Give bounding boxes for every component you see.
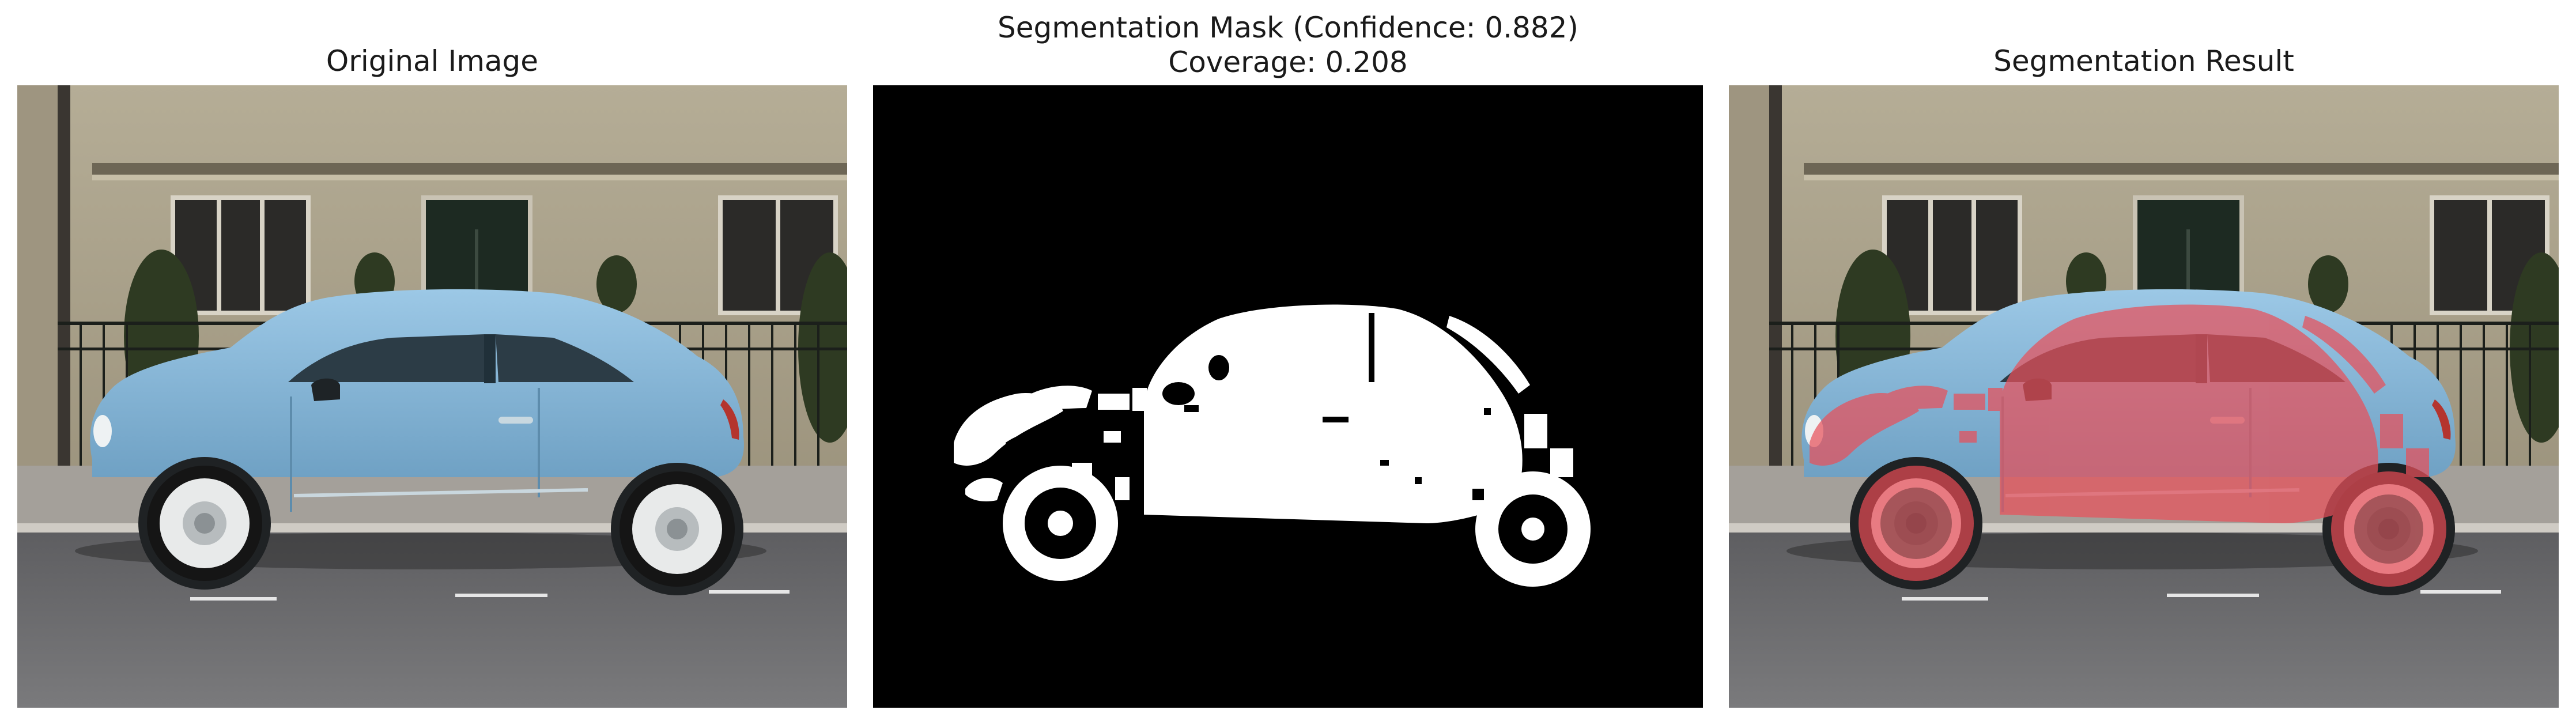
original-image-panel [17,85,847,708]
red-mask-overlay [1810,304,2446,587]
original-photo [17,85,847,708]
original-image-title: Original Image [326,44,539,78]
segmentation-mask-panel [873,85,1703,708]
segmentation-mask-title: Segmentation Mask (Confidence: 0.882) Co… [873,10,1703,80]
segmentation-result-title: Segmentation Result [1993,44,2294,78]
mask-confidence-line: Segmentation Mask (Confidence: 0.882) [997,11,1578,44]
segmentation-result-panel [1729,85,2559,708]
mask-image [873,85,1703,708]
mask-coverage-line: Coverage: 0.208 [1168,46,1408,79]
result-image [1729,85,2559,708]
